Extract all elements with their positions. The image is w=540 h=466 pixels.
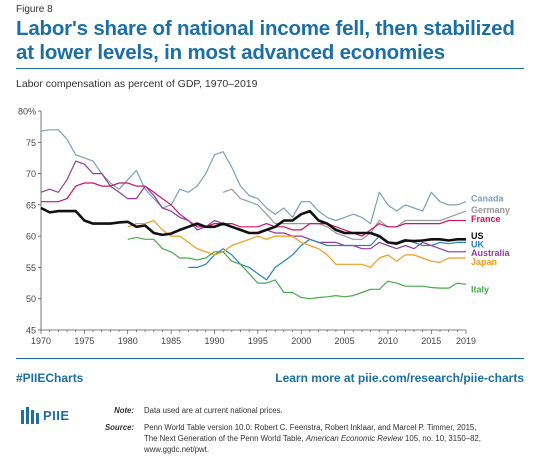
y-tick-label: 75 xyxy=(26,138,36,148)
x-tick-label: 1980 xyxy=(118,336,138,346)
series-label-italy: Italy xyxy=(471,284,489,294)
line-chart: 45 50 55 60 65 70 75 80% 1970 1975 1980 1985 1990 199… xyxy=(18,107,511,347)
note-label: Note: xyxy=(114,406,134,415)
y-tick-label: 70 xyxy=(26,169,36,179)
source-text: Penn World Table version 10.0: Robert C.… xyxy=(144,422,530,455)
y-tick-label: 65 xyxy=(26,200,36,210)
series-line-us xyxy=(40,206,466,245)
source-line-2c: 105, no. 10, 3150–82, xyxy=(402,434,481,443)
y-tick-label: 80% xyxy=(18,107,36,117)
x-tick-label: 1985 xyxy=(161,336,181,346)
series-label-uk: UK xyxy=(471,239,484,249)
y-tick-label: 50 xyxy=(26,294,36,304)
x-tick-label: 2019 xyxy=(456,336,476,346)
note-text: Data used are at current national prices… xyxy=(144,406,283,415)
series-label-us: US xyxy=(471,231,484,241)
series-line-germany xyxy=(222,188,467,240)
figure-label: Figure 8 xyxy=(16,4,53,15)
series-label-canada: Canada xyxy=(471,194,505,204)
x-tick-label: 1995 xyxy=(248,336,268,346)
series-line-uk xyxy=(188,235,466,281)
series-label-germany: Germany xyxy=(471,205,510,215)
source-row: Source: Penn World Table version 10.0: R… xyxy=(90,422,530,455)
series-label-france: France xyxy=(471,214,501,224)
piie-logo-icon xyxy=(21,407,39,424)
x-tick-label: 2010 xyxy=(378,336,398,346)
piie-logo: PIIE xyxy=(20,405,70,425)
learn-more-link[interactable]: Learn more at piie.com/research/piie-cha… xyxy=(275,371,524,385)
x-tick-label: 2005 xyxy=(335,336,355,346)
page-title: Labor's share of national income fell, t… xyxy=(16,17,515,64)
note-row: Note: Data used are at current national … xyxy=(90,405,530,416)
source-journal: American Economic Review xyxy=(305,434,403,443)
footer-divider xyxy=(16,358,524,359)
series-label-australia: Australia xyxy=(471,248,511,258)
y-tick-label: 55 xyxy=(26,263,36,273)
y-tick-label: 60 xyxy=(26,232,36,242)
series-label-japan: Japan xyxy=(471,257,497,267)
logo-text: PIIE xyxy=(43,407,70,423)
x-tick-label: 2000 xyxy=(291,336,311,346)
source-label: Source: xyxy=(104,423,134,432)
x-tick-label: 2015 xyxy=(421,336,441,346)
chart-subtitle: Labor compensation as percent of GDP, 19… xyxy=(16,78,258,90)
series-line-france xyxy=(41,182,466,237)
x-tick-label: 1970 xyxy=(31,336,51,346)
y-tick-label: 45 xyxy=(26,326,36,336)
source-line-2a: The Next Generation of the Penn World Ta… xyxy=(144,434,306,443)
x-tick-label: 1975 xyxy=(74,336,94,346)
x-tick-label: 1990 xyxy=(204,336,224,346)
source-link[interactable]: www.ggdc.net/pwt. xyxy=(144,445,210,454)
series-line-canada xyxy=(40,129,467,225)
source-line-1: Penn World Table version 10.0: Robert C.… xyxy=(144,423,477,432)
hashtag-link[interactable]: #PIIECharts xyxy=(16,371,84,385)
title-divider xyxy=(16,68,524,69)
series-line-italy xyxy=(127,236,467,300)
notes-block: Note: Data used are at current national … xyxy=(90,405,530,455)
series-line-japan xyxy=(127,219,466,268)
